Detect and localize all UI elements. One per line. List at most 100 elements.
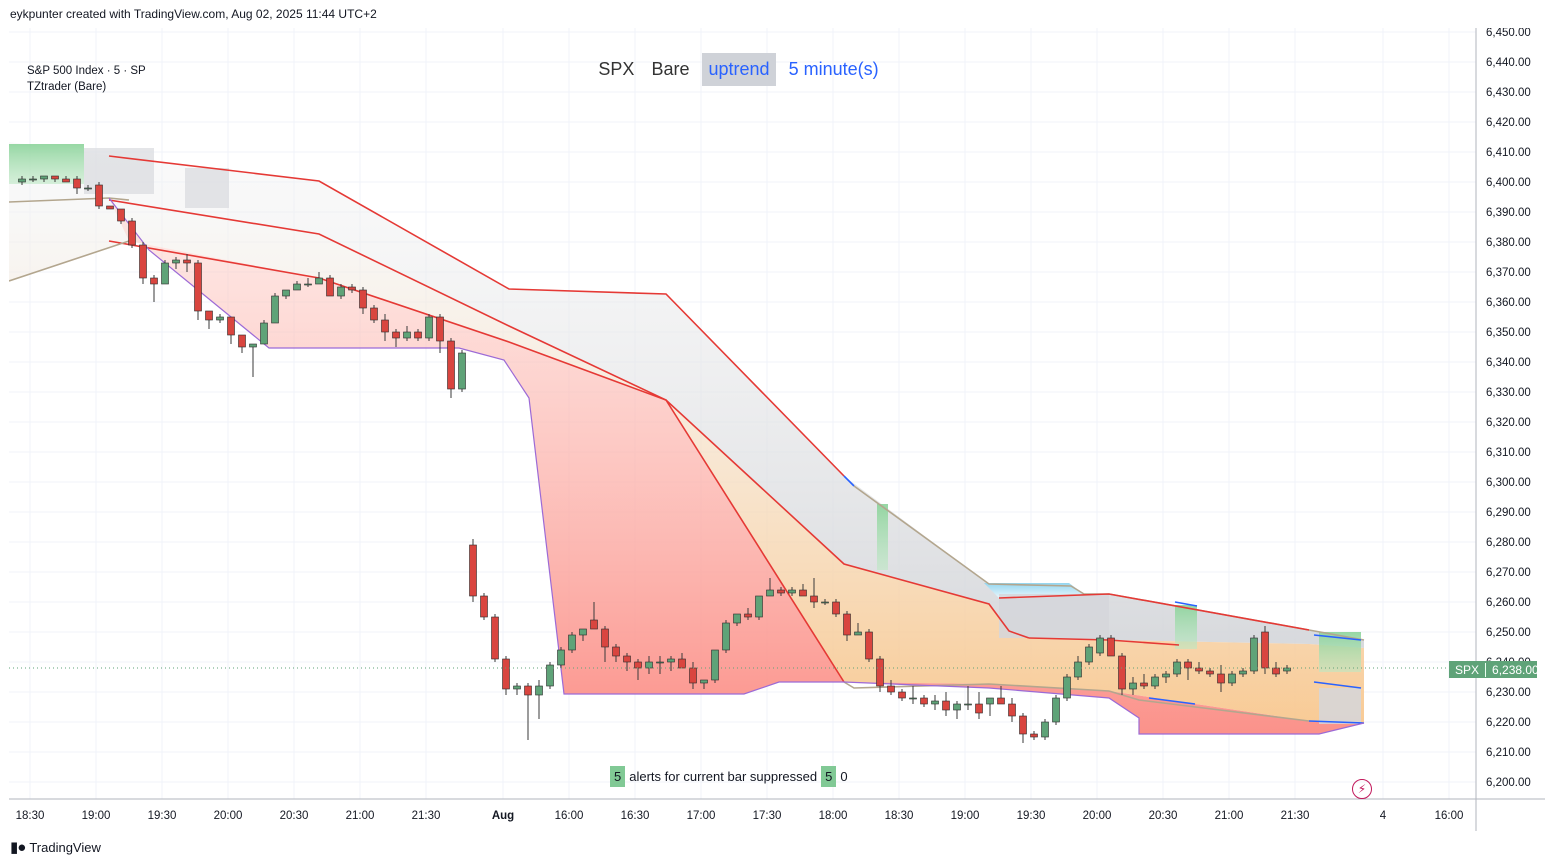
candle [777,587,785,596]
candle [403,326,411,341]
lightning-icon[interactable]: ⚡ [1352,779,1372,799]
y-tick-label: 6,410.00 [1486,147,1531,159]
y-tick-label: 6,280.00 [1486,537,1531,549]
candle-body [1250,637,1258,672]
y-tick-label: 6,380.00 [1486,237,1531,249]
y-tick-label: 6,450.00 [1486,28,1531,39]
candle-body [1151,676,1159,687]
candle-body [370,307,378,321]
candle [942,692,950,716]
candle-body [436,316,444,342]
candle-body [1019,715,1027,735]
candle [920,695,928,707]
y-tick-label: 6,360.00 [1486,297,1531,309]
x-tick-label: 16:00 [555,810,584,822]
candle-body [282,289,290,297]
y-tick-label: 6,270.00 [1486,567,1531,579]
candle-body [1261,631,1269,669]
candle [964,686,972,710]
candle [1107,635,1115,657]
candle-body [62,178,70,183]
candle [480,593,488,620]
candle-body [931,700,939,705]
legend-symbol-line[interactable]: S&P 500 Index · 5 · SP [27,65,146,77]
y-tick-label: 6,210.00 [1486,747,1531,759]
candle-body [766,589,774,597]
indicator-title-bar: SPX Bare uptrend 5 minute(s) [0,53,1477,86]
candle [293,281,301,291]
band-upper-fill [9,142,1364,648]
candle [73,176,81,194]
candle [1129,677,1137,695]
x-tick-label: 18:30 [16,810,45,822]
y-tick-label: 6,420.00 [1486,117,1531,129]
title-symbol: SPX [598,59,635,79]
candle [601,626,609,662]
candle [953,701,961,719]
candle [106,205,114,210]
candle-body [106,205,114,210]
candle [700,679,708,689]
candle-body [40,175,48,180]
candle-body [95,184,103,207]
y-tick-label: 6,330.00 [1486,387,1531,399]
x-tick-label: 19:30 [148,810,177,822]
candle-body [304,283,312,286]
candle-body [238,334,246,348]
candle [568,632,576,653]
candle [656,656,664,674]
footer-brand[interactable]: ▮● TradingView [10,838,101,856]
x-tick-label: 19:30 [1017,810,1046,822]
band-middle-fill [9,200,1364,723]
candle [282,289,290,299]
candle-body [953,703,961,711]
candle [1140,674,1148,689]
chart-frame[interactable]: 6,200.006,210.006,220.006,230.006,240.00… [9,28,1545,831]
candle [887,680,895,695]
alerts-text: alerts for current bar suppressed [629,769,818,784]
candle [502,656,510,695]
x-tick-label: 17:30 [753,810,782,822]
candle-body [535,685,543,696]
candle [722,620,730,653]
candle [854,623,862,636]
candle-body [601,628,609,648]
candle [733,613,741,626]
candle [29,176,37,182]
candle [84,185,92,191]
x-tick-label: 19:00 [951,810,980,822]
candle-body [326,277,334,297]
candle-body [381,319,389,333]
candle-body [403,331,411,339]
y-tick-label: 6,200.00 [1486,777,1531,789]
y-tick-label: 6,340.00 [1486,357,1531,369]
candle [458,350,466,392]
candle-body [359,289,367,309]
candle [546,662,554,689]
candle-body [557,649,565,666]
chart-svg[interactable]: 6,200.006,210.006,220.006,230.006,240.00… [9,28,1545,831]
candle-body [744,613,752,618]
candle [909,686,917,704]
candle [1184,659,1192,680]
candle-body [1228,673,1236,684]
candle [337,284,345,299]
series-legend[interactable]: S&P 500 Index · 5 · SP TZtrader (Bare) [27,63,146,95]
candle [513,683,521,695]
candle-body [678,658,686,669]
candle [370,305,378,323]
candle-body [425,316,433,339]
candle-body [260,322,268,345]
y-tick-label: 6,320.00 [1486,417,1531,429]
candle [799,584,807,597]
candle-body [29,178,37,181]
y-tick-label: 6,220.00 [1486,717,1531,729]
legend-indicator-line[interactable]: TZtrader (Bare) [27,81,107,93]
candle-body [612,646,620,657]
mid-band-line-blue [1313,681,1362,689]
candle [1195,662,1203,674]
candle [51,175,59,182]
candle [832,599,840,617]
upper-band-line [108,155,845,477]
candle [139,242,147,284]
